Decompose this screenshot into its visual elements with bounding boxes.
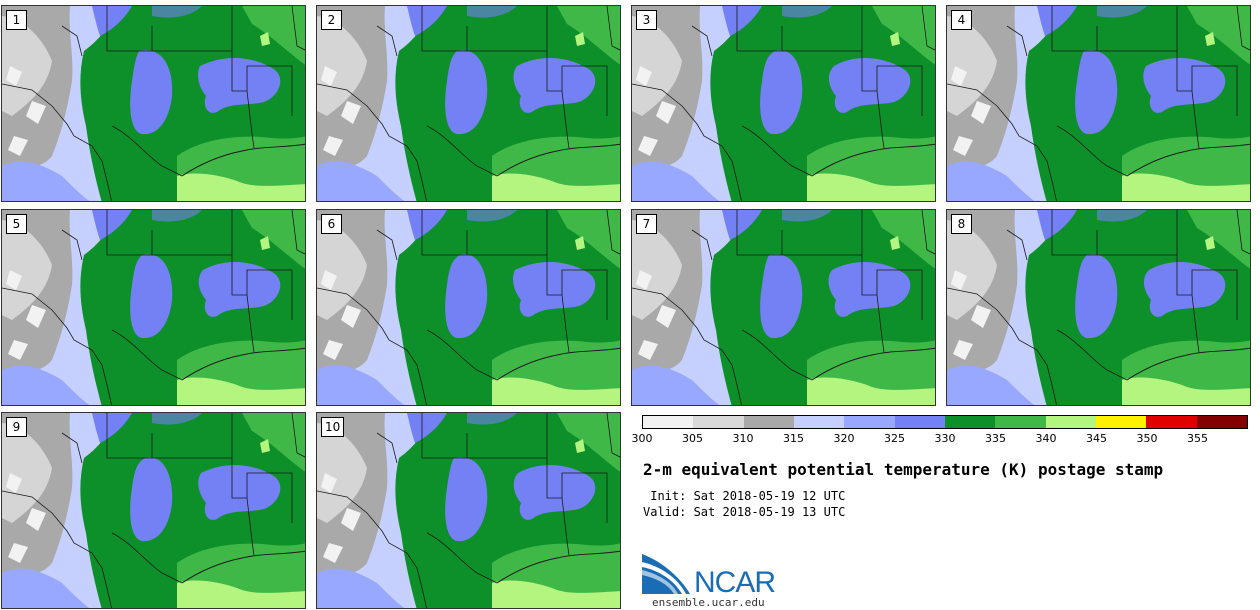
colorbar-segment [743,416,794,428]
colorbar-segment [1095,416,1147,428]
colorbar-tick-label: 340 [1035,432,1057,445]
colorbar-tick-label: 310 [732,432,754,445]
colorbar-tick-label: 320 [833,432,855,445]
member-number-label: 8 [951,214,972,234]
theta-e-map [2,210,305,405]
colorbar-segment [995,416,1046,428]
member-number-label: 7 [636,214,657,234]
colorbar-segment [844,416,895,428]
colorbar-tick-label: 345 [1086,432,1107,445]
theta-e-map [2,6,305,201]
map-panel-member-6: 6 [316,209,621,406]
theta-e-map [947,210,1250,405]
theta-e-map [317,210,620,405]
member-number-label: 9 [6,417,27,437]
init-time: Init: Sat 2018-05-19 12 UTC [643,489,846,503]
member-number-label: 6 [321,214,342,234]
map-panel-member-7: 7 [631,209,936,406]
theta-e-map [632,6,935,201]
colorbar-segment [793,416,845,428]
colorbar-tick-label: 305 [682,432,703,445]
theta-e-map [947,6,1250,201]
theta-e-map [317,413,620,608]
member-number-label: 4 [951,10,972,30]
map-panel-member-5: 5 [1,209,306,406]
colorbar-tick-label: 350 [1136,432,1158,445]
colorbar-tick-label: 315 [783,432,804,445]
map-panel-member-4: 4 [946,5,1251,202]
member-number-label: 3 [636,10,657,30]
colorbar-tick-label: 300 [631,432,653,445]
colorbar-tick-label: 355 [1187,432,1208,445]
colorbar [642,415,1248,429]
logo-url: ensemble.ucar.edu [652,596,765,609]
colorbar-segment [944,416,996,428]
member-number-label: 5 [6,214,27,234]
colorbar-segment [1146,416,1197,428]
theta-e-map [317,6,620,201]
map-panel-member-9: 9 [1,412,306,609]
map-panel-member-8: 8 [946,209,1251,406]
colorbar-segment [693,416,744,428]
theta-e-map [2,413,305,608]
member-number-label: 10 [321,417,345,437]
colorbar-segment [1196,416,1247,428]
ncar-logo: NCAR [642,552,792,599]
map-panel-member-2: 2 [316,5,621,202]
svg-text:NCAR: NCAR [694,566,775,596]
colorbar-tick-label: 325 [884,432,905,445]
colorbar-segment [643,416,694,428]
colorbar-segment [894,416,945,428]
theta-e-map [632,210,935,405]
colorbar-segment [1045,416,1096,428]
colorbar-tick-label: 335 [985,432,1006,445]
map-panel-member-1: 1 [1,5,306,202]
member-number-label: 2 [321,10,342,30]
map-panel-member-10: 10 [316,412,621,609]
plot-title: 2-m equivalent potential temperature (K)… [643,460,1164,479]
valid-time: Valid: Sat 2018-05-19 13 UTC [643,505,846,519]
map-panel-member-3: 3 [631,5,936,202]
colorbar-ticks: 300 305 310 315 320 325 330 335 340 345 350 355 [632,432,1248,446]
member-number-label: 1 [6,10,27,30]
colorbar-tick-label: 330 [934,432,956,445]
